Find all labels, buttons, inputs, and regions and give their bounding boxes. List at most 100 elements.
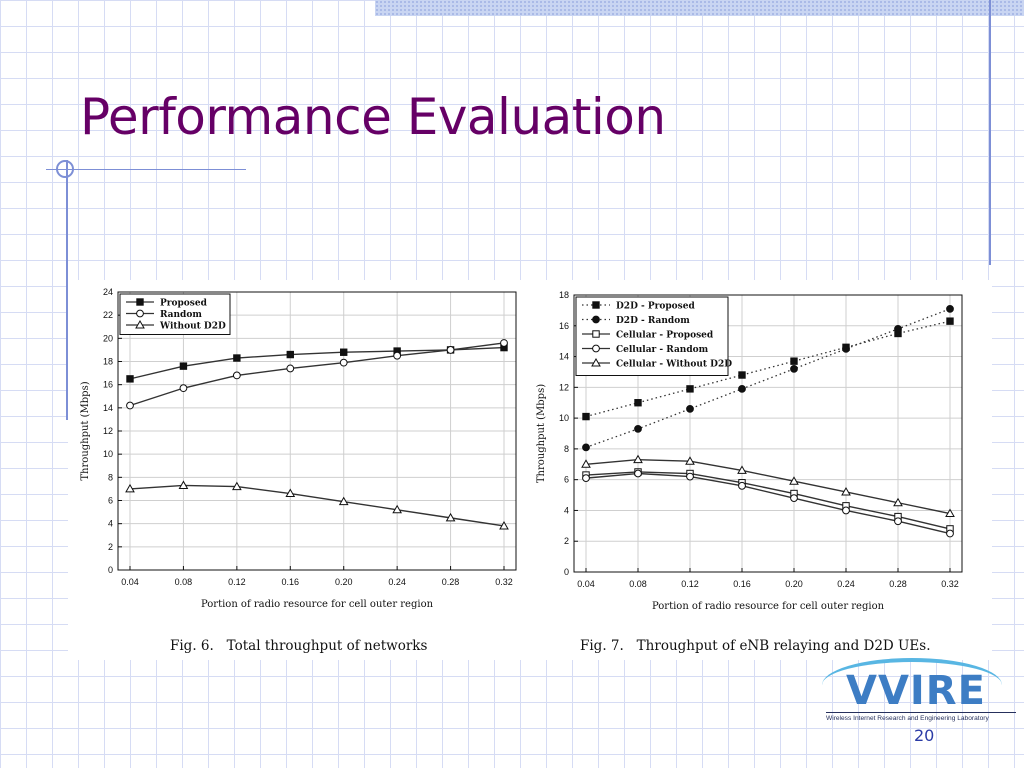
- plot-frame: [573, 294, 963, 573]
- series-line-cellular-random: [585, 472, 951, 535]
- y-tick-label: 0: [564, 567, 569, 577]
- data-point-d2d-random: [738, 384, 746, 393]
- data-point-without-d2d: [125, 483, 135, 493]
- page-number: 20: [914, 726, 935, 745]
- title-underline-rule: [46, 169, 246, 170]
- data-point-cellular-without-d2d: [945, 508, 955, 518]
- data-point-proposed: [126, 375, 134, 383]
- y-tick-label: 10: [559, 413, 569, 423]
- series-line-cellular-without-d2d: [585, 458, 951, 515]
- data-point-cellular-without-d2d: [685, 456, 695, 465]
- y-tick-label: 6: [564, 475, 569, 485]
- data-point-d2d-proposed: [946, 317, 954, 325]
- data-point-random: [286, 364, 295, 373]
- x-axis-label: Portion of radio resource for cell outer…: [201, 599, 434, 610]
- data-point-d2d-random: [582, 443, 590, 452]
- data-point-cellular-without-d2d: [737, 465, 747, 474]
- data-point-cellular-without-d2d: [789, 476, 799, 485]
- logo-swoosh: [822, 658, 1002, 712]
- data-point-cellular-without-d2d: [581, 459, 591, 468]
- x-tick-label: 0.32: [941, 579, 959, 589]
- data-point-without-d2d: [231, 481, 242, 491]
- data-point-proposed: [286, 350, 294, 359]
- data-point-cellular-without-d2d: [633, 454, 643, 464]
- x-tick-label: 0.28: [442, 577, 460, 587]
- legend-label-proposed: Proposed: [160, 299, 208, 309]
- y-tick-label: 12: [103, 426, 113, 436]
- data-point-d2d-proposed: [582, 412, 590, 421]
- data-point-random: [179, 384, 188, 393]
- y-tick-label: 2: [108, 542, 113, 552]
- legend-marker-without-d2d: [135, 319, 145, 329]
- y-tick-label: 18: [559, 290, 569, 300]
- data-point-cellular-random: [582, 474, 590, 483]
- data-point-cellular-random: [686, 472, 694, 481]
- data-point-cellular-random: [842, 506, 850, 515]
- data-point-d2d-random: [894, 324, 902, 333]
- x-tick-label: 0.16: [733, 579, 751, 589]
- data-point-proposed: [340, 348, 348, 356]
- data-point-without-d2d: [445, 512, 456, 522]
- legend-marker-cellular-without-d2d: [591, 357, 601, 367]
- legend-label-cellular-without-d2d: Cellular - Without D2D: [616, 360, 732, 370]
- data-point-random: [500, 339, 508, 347]
- data-point-d2d-random: [842, 344, 850, 353]
- y-tick-label: 2: [564, 536, 569, 546]
- logo-wordmark: VVIRE: [846, 668, 986, 714]
- figure-7-chart: 0 2 4 6 8 10 12 14 16 18 0.04 0.08 0.12 0.16 0.20 0.24 0…: [536, 290, 963, 612]
- legend-label-without-d2d: Without D2D: [159, 322, 226, 332]
- y-tick-label: 4: [108, 519, 113, 529]
- data-point-without-d2d: [499, 520, 509, 530]
- y-axis-label: Throughput (Mbps): [536, 384, 547, 483]
- x-tick-label: 0.20: [335, 577, 353, 587]
- legend-marker-proposed: [136, 298, 144, 306]
- legend-label-cellular-random: Cellular - Random: [616, 345, 709, 355]
- data-point-random: [446, 346, 455, 354]
- series-line-proposed: [129, 346, 505, 380]
- y-axis-label: Throughput (Mbps): [80, 381, 91, 480]
- data-point-without-d2d: [338, 496, 349, 506]
- data-point-without-d2d: [178, 480, 189, 489]
- x-tick-label: 0.20: [785, 579, 803, 589]
- y-tick-label: 10: [103, 449, 113, 459]
- data-point-cellular-random: [738, 481, 746, 490]
- data-point-without-d2d: [392, 504, 403, 514]
- data-point-d2d-proposed: [634, 399, 642, 407]
- legend-label-d2d-proposed: D2D - Proposed: [616, 302, 695, 312]
- figure-7-caption: Fig. 7. Throughput of eNB relaying and D…: [580, 638, 931, 654]
- data-point-cellular-random: [946, 529, 954, 538]
- slide-title: Performance Evaluation: [80, 88, 666, 146]
- data-point-random: [126, 401, 134, 410]
- data-point-d2d-random: [634, 424, 642, 433]
- series-line-random: [129, 342, 505, 407]
- x-tick-label: 0.16: [282, 577, 300, 587]
- data-point-d2d-random: [790, 364, 798, 373]
- legend-marker-d2d-random: [592, 315, 600, 324]
- data-point-random: [393, 351, 402, 360]
- x-tick-label: 0.08: [629, 579, 647, 589]
- data-point-random: [232, 371, 241, 380]
- x-tick-label: 0.08: [175, 577, 193, 587]
- x-tick-label: 0.24: [388, 577, 406, 587]
- data-point-d2d-proposed: [738, 371, 746, 379]
- y-tick-label: 16: [103, 380, 113, 390]
- y-tick-label: 8: [108, 472, 113, 482]
- y-tick-label: 20: [103, 333, 113, 343]
- data-point-cellular-random: [894, 517, 902, 526]
- data-point-cellular-random: [634, 469, 642, 478]
- data-point-proposed: [233, 354, 241, 362]
- legend-label-random: Random: [160, 310, 202, 320]
- y-tick-label: 4: [564, 505, 569, 515]
- y-tick-label: 18: [103, 357, 113, 367]
- legend-marker-random: [136, 309, 144, 318]
- x-tick-label: 0.28: [889, 579, 907, 589]
- y-tick-label: 0: [108, 565, 113, 575]
- y-tick-label: 6: [108, 496, 113, 506]
- data-point-cellular-without-d2d: [893, 497, 903, 507]
- data-point-d2d-proposed: [686, 385, 694, 393]
- logo-subtitle: Wireless Internet Research and Engineeri…: [826, 712, 1016, 722]
- legend-label-d2d-random: D2D - Random: [616, 316, 690, 326]
- top-decor-band: [375, 0, 1024, 16]
- y-tick-label: 24: [103, 287, 113, 297]
- x-tick-label: 0.12: [228, 577, 246, 587]
